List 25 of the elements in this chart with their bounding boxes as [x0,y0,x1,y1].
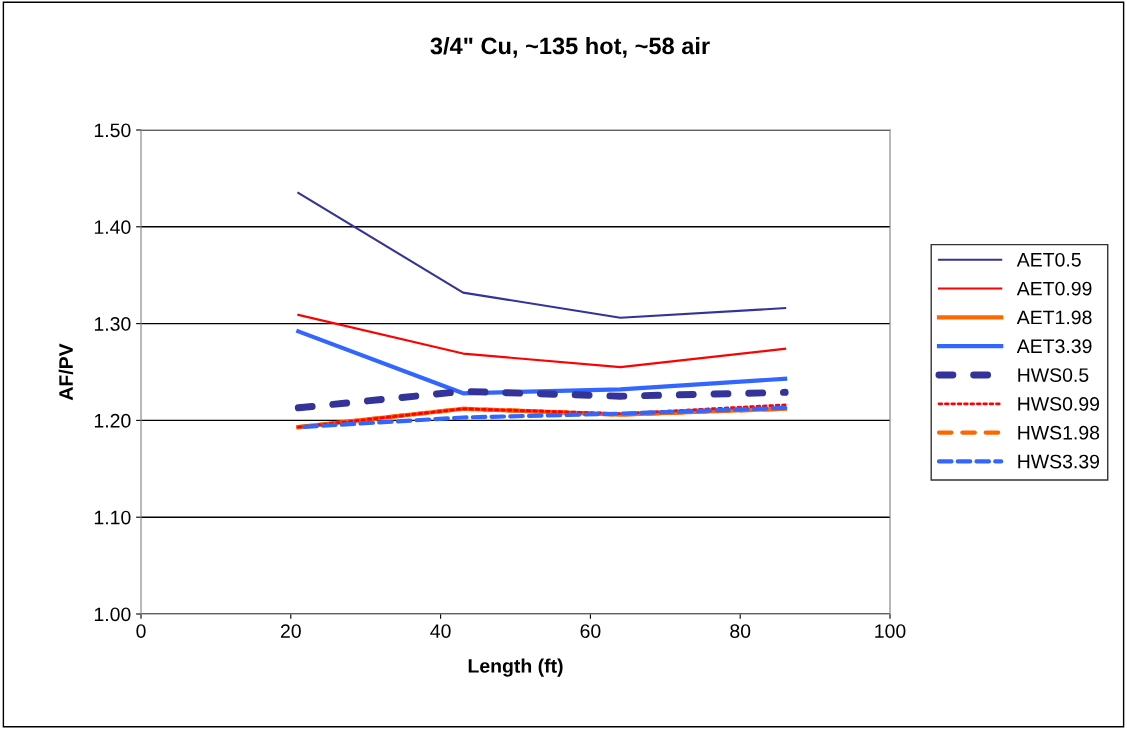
x-tick-label: 0 [136,624,146,638]
x-tick-label: 40 [430,624,451,638]
x-tick-label: 100 [875,624,906,638]
y-axis-title: AF/PV [58,343,74,401]
legend-label: HWS3.39 [1018,454,1100,469]
y-tick-label: 1.30 [94,317,131,331]
line-series [297,313,787,369]
y-tick-label: 1.20 [94,413,131,428]
x-tick-label: 80 [730,624,751,638]
x-tick-label: 60 [580,624,601,638]
y-tick-label: 1.40 [94,220,131,235]
y-tick-label: 1.50 [94,123,131,138]
chart-title: 3/4" Cu, ~135 hot, ~58 air [430,37,710,58]
legend-label: HWS0.5 [1018,368,1089,382]
legend-label: AET3.39 [1016,339,1092,354]
legend-label: AET0.5 [1016,252,1081,267]
legend-label: AET1.98 [1016,310,1092,325]
legend-label: AET0.99 [1016,281,1092,296]
legend-label: HWS0.99 [1018,397,1100,411]
line-series [297,191,787,319]
y-tick-label: 1.00 [94,607,131,622]
legend-label: HWS1.98 [1018,425,1100,440]
y-tick-label: 1.10 [94,510,131,525]
x-tick-label: 20 [280,624,301,638]
x-axis-title: Length (ft) [468,658,563,677]
